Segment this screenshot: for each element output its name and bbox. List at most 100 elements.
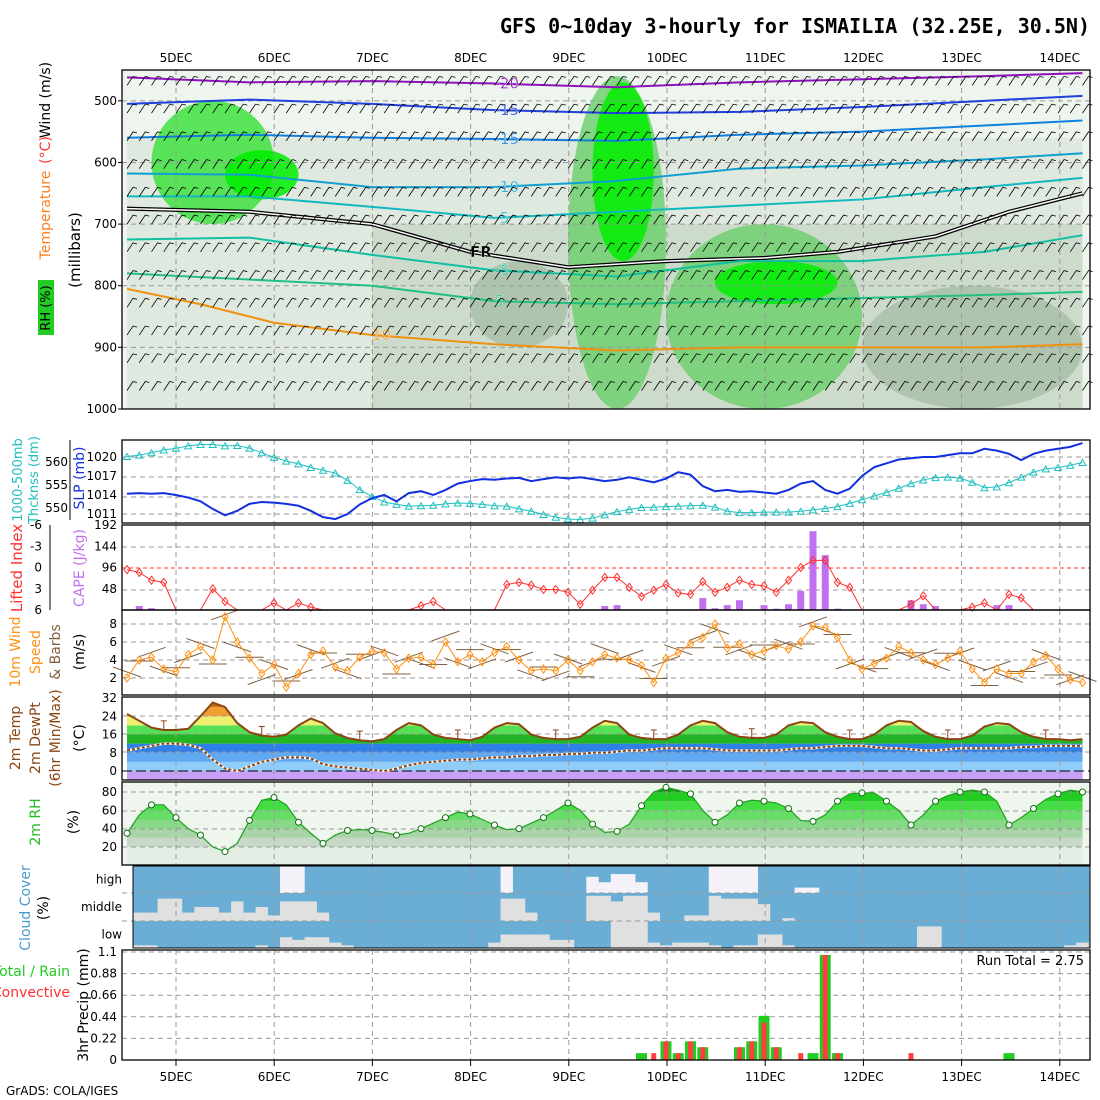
wind-barb [126, 75, 138, 86]
rh-marker [564, 799, 572, 807]
wind-barb [334, 381, 346, 391]
wind-barb [653, 103, 664, 114]
wind-barb [641, 131, 652, 142]
rh-axis-label: 2m RH [28, 798, 44, 845]
wind-barb [886, 75, 897, 86]
wind-barb [1057, 353, 1069, 363]
rh-marker [1079, 788, 1086, 796]
slp-axis-label: SLP (mb) [72, 446, 88, 509]
isotherm-line [126, 287, 1083, 352]
rh-marker [1054, 790, 1062, 798]
thickness-marker [710, 503, 720, 511]
wind-barb [567, 297, 579, 308]
li-marker [711, 587, 719, 598]
wind-barb [163, 131, 174, 142]
wind-barb [273, 270, 285, 280]
wind-speed-marker [343, 665, 352, 676]
wind-barb [261, 186, 272, 197]
li-marker [160, 577, 168, 588]
wind-barb [824, 159, 836, 169]
li-marker [980, 598, 989, 608]
wind-barb [984, 186, 995, 197]
temperature-band [127, 725, 1083, 735]
precip-convective-bar [773, 1047, 779, 1060]
wind-barb [996, 381, 1007, 391]
cloud-bar-low [1064, 945, 1077, 948]
wind-barb [1082, 325, 1093, 336]
wind-barb [187, 131, 199, 142]
cloud-bar-low [512, 934, 526, 948]
wind-barb-10m [443, 657, 472, 669]
wind-barb [775, 325, 787, 336]
wind-barb [383, 214, 395, 225]
wind-barb [898, 75, 909, 86]
wind-barb [984, 131, 995, 142]
wind-barb [138, 131, 150, 142]
wind-barb [592, 270, 603, 280]
cape-bar [1005, 605, 1013, 610]
wind-barb [824, 297, 836, 308]
wind-barb [151, 325, 162, 336]
wind-barb [898, 186, 909, 197]
wind-speed-marker [172, 666, 180, 677]
li-marker [650, 585, 658, 596]
cape-bar [785, 604, 792, 610]
temperature-frame [121, 696, 1091, 781]
wind-barb [726, 297, 738, 308]
wind-barb [1069, 297, 1081, 308]
wind-barb [518, 186, 530, 197]
cloud-bar-low [316, 937, 330, 948]
cloud-bar-low [733, 945, 746, 948]
wind-speed-marker [797, 637, 805, 647]
wind-barb [677, 297, 689, 308]
wind-barb [690, 131, 701, 142]
wind-barb [273, 214, 285, 225]
wind-barb [224, 103, 236, 114]
wind-barb [567, 381, 579, 391]
thickness-marker [502, 502, 512, 510]
wind-barb [837, 75, 848, 86]
wind-barb [285, 270, 297, 280]
wind-barb [1045, 186, 1056, 197]
wind-barb [249, 270, 260, 280]
wind-barb [812, 242, 824, 253]
wind-barb [604, 325, 615, 336]
wind-barb [543, 214, 554, 225]
cape-bar [907, 600, 915, 610]
wind-barb [310, 75, 321, 86]
wind-barb [371, 325, 383, 336]
wind-barb [714, 381, 726, 391]
wind-barb [592, 353, 603, 363]
max-temp-errorbar [748, 728, 755, 738]
li-tick-label: 0 [34, 561, 42, 575]
isotherm-line [126, 152, 1083, 189]
wind-barb [763, 131, 775, 142]
wind-barb [886, 214, 897, 225]
wind-speed-marker [270, 659, 278, 670]
wind-barb [126, 186, 138, 197]
rh-marker [883, 797, 890, 805]
wind-barb [359, 325, 370, 336]
wind-barb [371, 381, 383, 391]
wind-barb [628, 214, 640, 225]
thickness-tick-label: 550 [45, 501, 68, 515]
wind-speed-marker [625, 655, 633, 665]
wind-barb [616, 242, 628, 253]
li-marker [809, 555, 817, 566]
wind-barb [677, 159, 689, 169]
wind-barb [947, 353, 958, 363]
wind-barb [481, 297, 493, 308]
wind-barb [310, 242, 321, 253]
temp-tick-label: 32 [102, 691, 117, 705]
wind-barb [604, 242, 615, 253]
temperature-band [127, 707, 1083, 717]
wind-barb [1057, 297, 1069, 308]
wind-barb [273, 75, 285, 86]
cape-axis-label: CAPE (J/kg) [72, 529, 88, 607]
wind-barb [1069, 159, 1081, 169]
wind-barb [628, 270, 640, 280]
wind-barb [763, 159, 775, 169]
wind-barb [285, 131, 297, 142]
thickness-marker [600, 510, 610, 519]
wind-barb [873, 214, 885, 225]
